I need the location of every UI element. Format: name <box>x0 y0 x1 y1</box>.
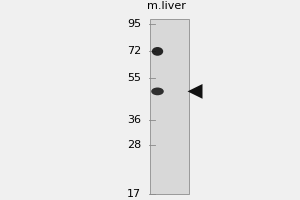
Text: 95: 95 <box>127 19 141 29</box>
Bar <box>150 19 189 194</box>
Text: 36: 36 <box>127 115 141 125</box>
Text: 72: 72 <box>127 46 141 56</box>
Text: 55: 55 <box>127 73 141 83</box>
Text: 28: 28 <box>127 140 141 150</box>
Text: m.liver: m.liver <box>147 1 186 11</box>
Text: 17: 17 <box>127 189 141 199</box>
Ellipse shape <box>152 47 163 56</box>
Polygon shape <box>188 84 202 99</box>
Ellipse shape <box>151 88 164 95</box>
